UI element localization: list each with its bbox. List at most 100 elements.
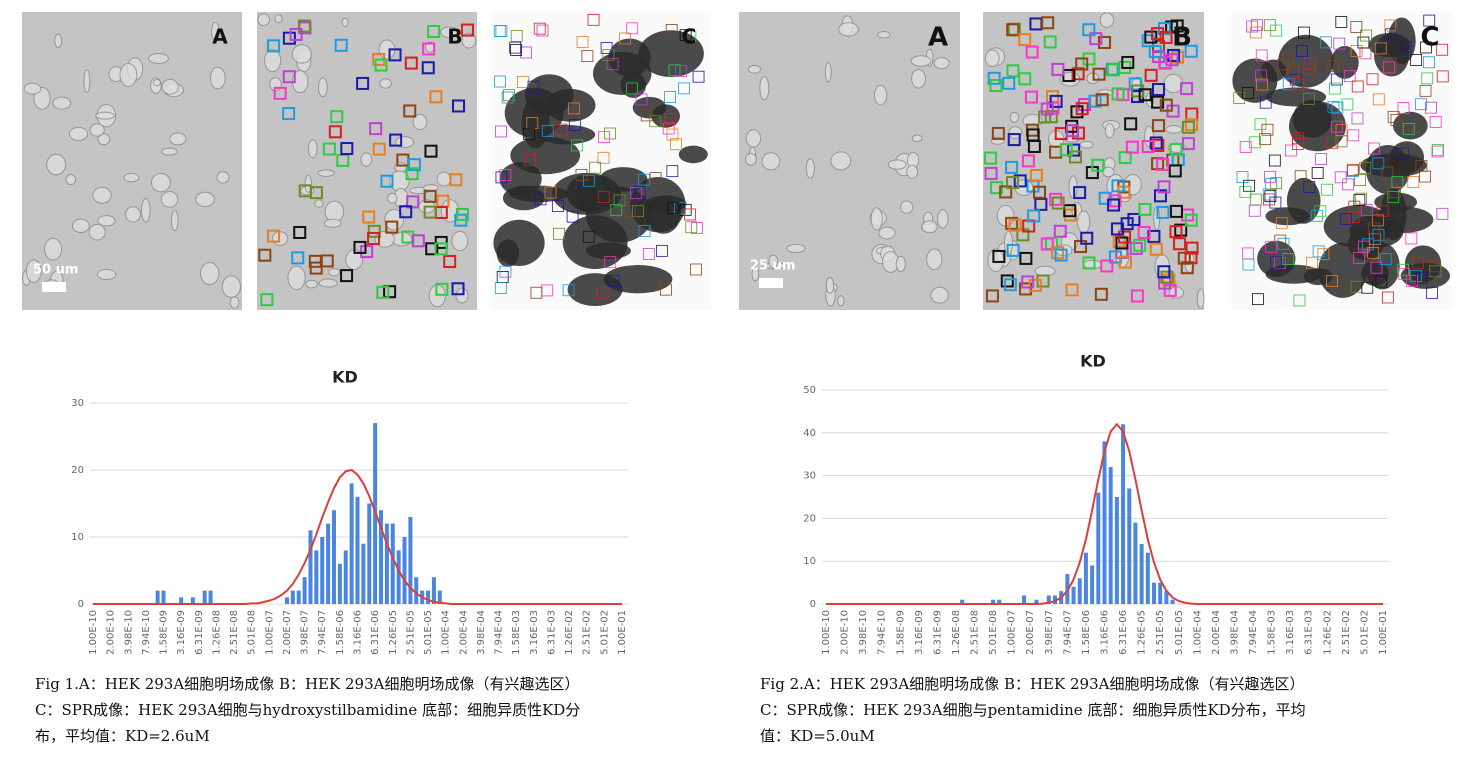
roi-box (1367, 246, 1380, 259)
roi-box (1264, 190, 1277, 203)
cell (328, 267, 341, 277)
roi-box (1006, 243, 1020, 257)
roi-box (1151, 83, 1165, 97)
roi-box (544, 186, 557, 199)
cell (838, 22, 859, 37)
dark-region (493, 219, 545, 266)
cell (46, 153, 67, 176)
cell (1102, 166, 1115, 178)
roi-box (1125, 140, 1139, 154)
bar (302, 577, 307, 604)
roi-box (1127, 212, 1141, 226)
chart-title: KD (332, 368, 358, 387)
roi-box (1287, 65, 1300, 78)
roi-box (1147, 229, 1161, 243)
cell (195, 191, 215, 207)
roi-box (1236, 171, 1249, 183)
roi-box (1359, 162, 1372, 174)
roi-box (1137, 225, 1151, 239)
roi-box (1184, 118, 1198, 132)
roi-box (1282, 78, 1295, 91)
roi-box (597, 151, 610, 164)
roi-box (1387, 110, 1400, 123)
roi-box (1326, 136, 1339, 149)
micrograph: B (983, 12, 1205, 310)
roi-box (1005, 160, 1019, 174)
roi-box (665, 24, 678, 36)
cell (384, 208, 405, 231)
bar (349, 483, 354, 604)
x-tick-label: 1.26E-05 (1137, 610, 1148, 655)
roi-box (662, 122, 675, 135)
roi-box (656, 244, 668, 257)
roi-box (1149, 136, 1163, 150)
x-tick-label: 6.31E-03 (1304, 610, 1315, 655)
dark-region (1260, 59, 1287, 82)
roi-box (509, 41, 522, 54)
roi-box (524, 153, 537, 166)
x-tick-label: 3.16E-09 (176, 610, 187, 655)
roi-box (1312, 245, 1325, 258)
cell (911, 68, 926, 89)
roi-box (1372, 93, 1385, 106)
roi-box (522, 127, 535, 140)
cell (96, 268, 117, 281)
dark-region (651, 104, 680, 128)
cell (148, 53, 169, 65)
roi-box (1141, 140, 1155, 154)
roi-box (666, 165, 679, 178)
cell (1196, 288, 1205, 309)
roi-box (406, 195, 420, 209)
roi-box (675, 65, 687, 77)
roi-box (1006, 176, 1020, 190)
scale-bar (42, 282, 66, 292)
x-tick-label: 1.58E-06 (1081, 610, 1092, 655)
cell (125, 206, 141, 223)
roi-box (640, 109, 653, 122)
cell (878, 226, 896, 240)
roi-box (638, 173, 650, 186)
cell (747, 64, 762, 74)
roi-box (360, 245, 374, 259)
roi-box (635, 93, 648, 106)
roi-box (1315, 153, 1328, 165)
roi-box (589, 161, 601, 174)
roi-box (1347, 163, 1359, 176)
roi-box (642, 247, 655, 260)
roi-box (1250, 19, 1263, 32)
roi-box (1415, 272, 1428, 285)
roi-box (282, 31, 296, 45)
roi-box (1082, 23, 1096, 37)
cell (229, 296, 240, 309)
roi-box (1357, 36, 1370, 49)
dark-region (567, 273, 623, 307)
roi-box (1000, 274, 1014, 288)
cell (317, 169, 335, 177)
bar (326, 523, 331, 604)
roi-box (369, 122, 383, 136)
roi-box (1431, 145, 1444, 158)
roi-box (1111, 87, 1125, 101)
roi-box (1384, 28, 1397, 41)
cell (71, 218, 90, 234)
bar (1046, 595, 1051, 604)
cell (97, 133, 111, 146)
bar (190, 597, 195, 604)
roi-box (1041, 16, 1055, 30)
roi-box (289, 27, 303, 41)
roi-box (1130, 289, 1144, 303)
caption-line: C：SPR成像：HEK 293A细胞与hydroxystilbamidine 底… (35, 701, 580, 719)
roi-box (1274, 234, 1287, 247)
x-tick-label: 2.51E-08 (229, 610, 240, 655)
roi-box (399, 205, 413, 219)
x-tick-label: 6.31E-09 (932, 610, 943, 655)
chart-title: KD (1080, 352, 1106, 371)
bar (1164, 591, 1169, 604)
roi-box (1347, 211, 1360, 223)
cell (89, 123, 105, 137)
dark-region (510, 136, 581, 175)
x-tick-label: 2.51E-02 (1341, 610, 1352, 655)
roi-box (1334, 171, 1347, 184)
cell (25, 259, 42, 283)
roi-box (1169, 143, 1183, 157)
